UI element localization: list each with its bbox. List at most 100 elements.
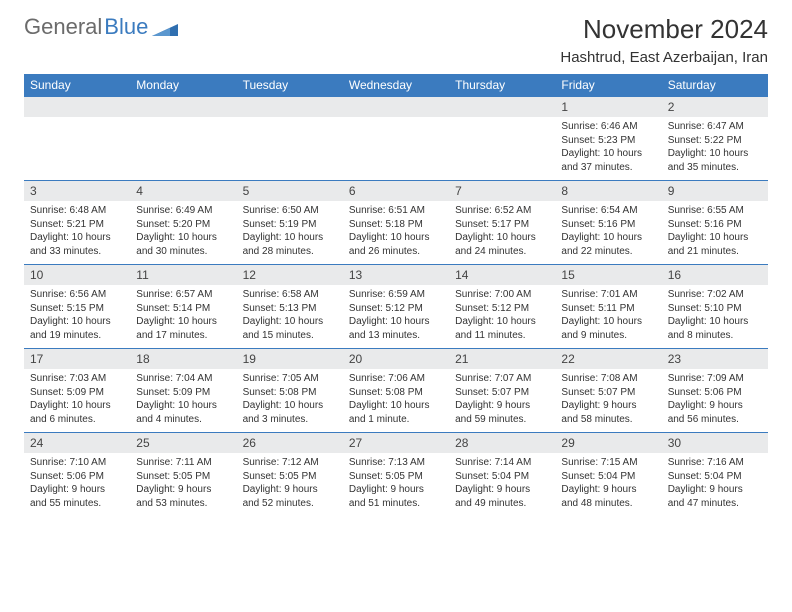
daylight2: and 22 minutes.: [561, 245, 655, 259]
sunset: Sunset: 5:07 PM: [455, 386, 549, 400]
daylight1: Daylight: 9 hours: [349, 483, 443, 497]
daylight2: and 6 minutes.: [30, 413, 124, 427]
daylight2: and 55 minutes.: [30, 497, 124, 511]
sunrise: Sunrise: 7:04 AM: [136, 372, 230, 386]
daylight2: and 1 minute.: [349, 413, 443, 427]
daycell: Sunrise: 7:13 AMSunset: 5:05 PMDaylight:…: [343, 453, 449, 516]
sunset: Sunset: 5:14 PM: [136, 302, 230, 316]
daynum: 13: [343, 265, 449, 286]
sunrise: Sunrise: 7:06 AM: [349, 372, 443, 386]
daycell: Sunrise: 6:46 AM Sunset: 5:23 PM Dayligh…: [555, 117, 661, 181]
sunset: Sunset: 5:15 PM: [30, 302, 124, 316]
daylight1: Daylight: 9 hours: [561, 483, 655, 497]
daylight2: and 28 minutes.: [243, 245, 337, 259]
daycell: Sunrise: 7:01 AMSunset: 5:11 PMDaylight:…: [555, 285, 661, 349]
daynum: 21: [449, 349, 555, 370]
dayhead-sun: Sunday: [24, 74, 130, 97]
daylight2: and 9 minutes.: [561, 329, 655, 343]
daylight2: and 8 minutes.: [668, 329, 762, 343]
brand-logo: GeneralBlue: [24, 14, 178, 40]
daylight2: and 26 minutes.: [349, 245, 443, 259]
sunset: Sunset: 5:19 PM: [243, 218, 337, 232]
daynum: 12: [237, 265, 343, 286]
dayhead-tue: Tuesday: [237, 74, 343, 97]
daylight1: Daylight: 10 hours: [561, 231, 655, 245]
brand-part1: General: [24, 14, 102, 40]
daynum: [449, 97, 555, 118]
daycell: Sunrise: 7:04 AMSunset: 5:09 PMDaylight:…: [130, 369, 236, 433]
daylight2: and 4 minutes.: [136, 413, 230, 427]
sunset: Sunset: 5:18 PM: [349, 218, 443, 232]
daynum: 17: [24, 349, 130, 370]
daycell: Sunrise: 6:48 AMSunset: 5:21 PMDaylight:…: [24, 201, 130, 265]
header: GeneralBlue November 2024 Hashtrud, East…: [24, 14, 768, 66]
dayhead-wed: Wednesday: [343, 74, 449, 97]
sunrise: Sunrise: 6:47 AM: [668, 120, 762, 134]
daynum: 7: [449, 181, 555, 202]
sunrise: Sunrise: 6:58 AM: [243, 288, 337, 302]
daylight2: and 58 minutes.: [561, 413, 655, 427]
daynum: 2: [662, 97, 768, 118]
sunrise: Sunrise: 7:03 AM: [30, 372, 124, 386]
daylight1: Daylight: 9 hours: [455, 483, 549, 497]
daylight1: Daylight: 10 hours: [30, 315, 124, 329]
daycell: [130, 117, 236, 181]
sunrise: Sunrise: 7:16 AM: [668, 456, 762, 470]
daycell: [343, 117, 449, 181]
sunset: Sunset: 5:09 PM: [30, 386, 124, 400]
daylight1: Daylight: 10 hours: [30, 399, 124, 413]
week3-nums: 17 18 19 20 21 22 23: [24, 349, 768, 370]
daylight2: and 30 minutes.: [136, 245, 230, 259]
daylight1: Daylight: 10 hours: [668, 315, 762, 329]
daynum: 24: [24, 433, 130, 454]
sunrise: Sunrise: 6:57 AM: [136, 288, 230, 302]
sunset: Sunset: 5:04 PM: [668, 470, 762, 484]
sunset: Sunset: 5:06 PM: [30, 470, 124, 484]
daylight1: Daylight: 10 hours: [668, 147, 762, 161]
daynum: 9: [662, 181, 768, 202]
daycell: Sunrise: 7:06 AMSunset: 5:08 PMDaylight:…: [343, 369, 449, 433]
brand-part2: Blue: [104, 14, 148, 40]
daylight2: and 48 minutes.: [561, 497, 655, 511]
daylight1: Daylight: 10 hours: [455, 315, 549, 329]
week0-nums: 1 2: [24, 97, 768, 118]
daylight2: and 24 minutes.: [455, 245, 549, 259]
daynum: 6: [343, 181, 449, 202]
dayhead-mon: Monday: [130, 74, 236, 97]
daynum: 16: [662, 265, 768, 286]
sunset: Sunset: 5:05 PM: [136, 470, 230, 484]
month-title: November 2024: [560, 14, 768, 45]
daycell: Sunrise: 7:03 AMSunset: 5:09 PMDaylight:…: [24, 369, 130, 433]
sunrise: Sunrise: 7:02 AM: [668, 288, 762, 302]
daylight1: Daylight: 9 hours: [668, 399, 762, 413]
calendar-page: GeneralBlue November 2024 Hashtrud, East…: [0, 0, 792, 530]
sunset: Sunset: 5:04 PM: [561, 470, 655, 484]
daynum: 4: [130, 181, 236, 202]
daylight2: and 56 minutes.: [668, 413, 762, 427]
daylight1: Daylight: 9 hours: [668, 483, 762, 497]
daynum: 28: [449, 433, 555, 454]
daycell: Sunrise: 7:09 AMSunset: 5:06 PMDaylight:…: [662, 369, 768, 433]
daynum: 11: [130, 265, 236, 286]
sunset: Sunset: 5:12 PM: [455, 302, 549, 316]
daylight1: Daylight: 10 hours: [136, 231, 230, 245]
week2-nums: 10 11 12 13 14 15 16: [24, 265, 768, 286]
daylight2: and 11 minutes.: [455, 329, 549, 343]
daycell: [449, 117, 555, 181]
daycell: Sunrise: 6:51 AMSunset: 5:18 PMDaylight:…: [343, 201, 449, 265]
daycell: Sunrise: 6:58 AMSunset: 5:13 PMDaylight:…: [237, 285, 343, 349]
sunrise: Sunrise: 7:08 AM: [561, 372, 655, 386]
daycell: Sunrise: 6:54 AMSunset: 5:16 PMDaylight:…: [555, 201, 661, 265]
daylight1: Daylight: 10 hours: [136, 315, 230, 329]
daylight2: and 59 minutes.: [455, 413, 549, 427]
daycell: Sunrise: 7:07 AMSunset: 5:07 PMDaylight:…: [449, 369, 555, 433]
sunrise: Sunrise: 6:51 AM: [349, 204, 443, 218]
daycell: Sunrise: 7:02 AMSunset: 5:10 PMDaylight:…: [662, 285, 768, 349]
daylight1: Daylight: 9 hours: [136, 483, 230, 497]
sunset: Sunset: 5:04 PM: [455, 470, 549, 484]
sunset: Sunset: 5:08 PM: [243, 386, 337, 400]
daycell: Sunrise: 7:08 AMSunset: 5:07 PMDaylight:…: [555, 369, 661, 433]
daycell: Sunrise: 6:52 AMSunset: 5:17 PMDaylight:…: [449, 201, 555, 265]
daylight1: Daylight: 10 hours: [243, 231, 337, 245]
daylight2: and 17 minutes.: [136, 329, 230, 343]
